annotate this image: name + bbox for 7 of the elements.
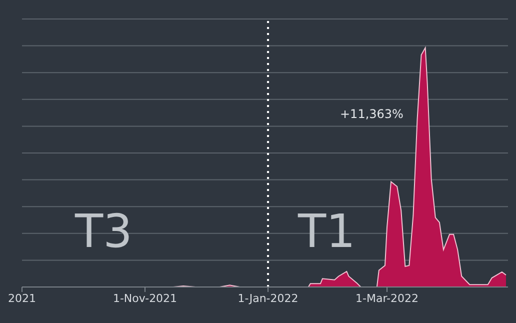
annotation: +11,363% <box>340 107 404 121</box>
x-tick-label: 1-Jan-2022 <box>238 292 298 305</box>
x-tick-label: 2021 <box>8 292 36 305</box>
annotation: T1 <box>298 204 356 258</box>
annotation: T3 <box>75 204 132 258</box>
x-tick-label: 1-Mar-2022 <box>356 292 418 305</box>
x-tick-label: 1-Nov-2021 <box>112 292 178 305</box>
